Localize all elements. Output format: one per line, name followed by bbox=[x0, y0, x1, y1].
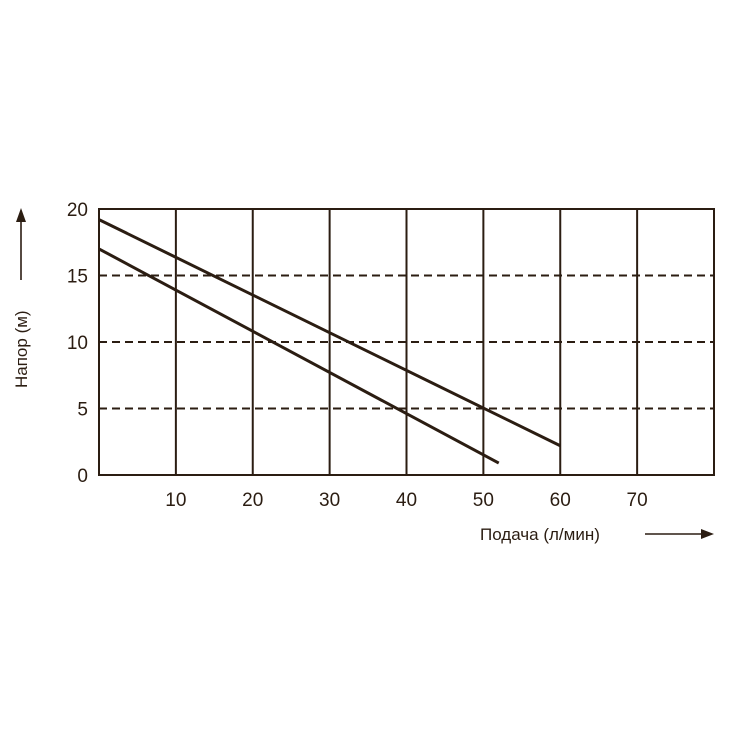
x-axis-label: Подача (л/мин) bbox=[480, 525, 600, 544]
series-line-2 bbox=[98, 247, 500, 465]
horizontal-gridlines bbox=[99, 274, 714, 410]
y-tick-label-15: 15 bbox=[67, 267, 88, 288]
x-tick-label-10: 10 bbox=[165, 490, 186, 511]
x-tick-label-70: 70 bbox=[627, 490, 648, 511]
x-tick-label-20: 20 bbox=[242, 490, 263, 511]
x-tick-label-60: 60 bbox=[550, 490, 571, 511]
x-tick-labels: 10 20 30 40 50 60 70 bbox=[165, 490, 647, 511]
x-tick-label-40: 40 bbox=[396, 490, 417, 511]
y-tick-label-5: 5 bbox=[77, 400, 88, 421]
x-axis-arrow-icon bbox=[701, 529, 714, 539]
x-tick-label-50: 50 bbox=[473, 490, 494, 511]
series-line-1 bbox=[98, 218, 561, 448]
y-tick-label-0: 0 bbox=[77, 466, 88, 487]
y-axis-label: Напор (м) bbox=[12, 310, 31, 388]
y-tick-label-20: 20 bbox=[67, 200, 88, 221]
y-tick-labels: 0 5 10 15 20 bbox=[67, 200, 88, 487]
y-tick-label-10: 10 bbox=[67, 333, 88, 354]
x-tick-label-30: 30 bbox=[319, 490, 340, 511]
series-layer bbox=[98, 218, 561, 465]
plot-frame bbox=[98, 208, 715, 476]
y-axis-arrow-icon bbox=[16, 208, 26, 222]
